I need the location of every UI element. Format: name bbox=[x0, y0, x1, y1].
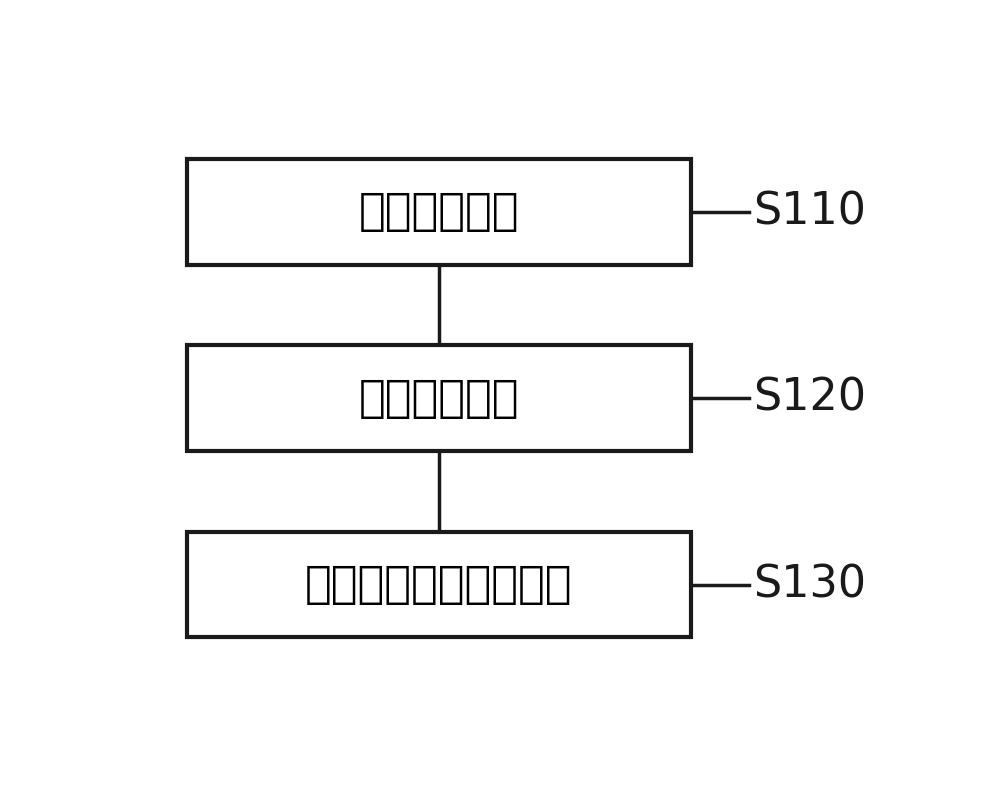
Text: 有效导热系数增长占比: 有效导热系数增长占比 bbox=[305, 563, 573, 606]
Bar bbox=[187, 159, 691, 265]
Text: 静态导热系数: 静态导热系数 bbox=[359, 190, 519, 233]
Text: S130: S130 bbox=[753, 563, 866, 606]
Text: S120: S120 bbox=[753, 377, 866, 420]
Text: S110: S110 bbox=[753, 190, 866, 233]
Bar bbox=[187, 532, 691, 638]
Bar bbox=[187, 345, 691, 451]
Text: 动态导热系数: 动态导热系数 bbox=[359, 377, 519, 420]
